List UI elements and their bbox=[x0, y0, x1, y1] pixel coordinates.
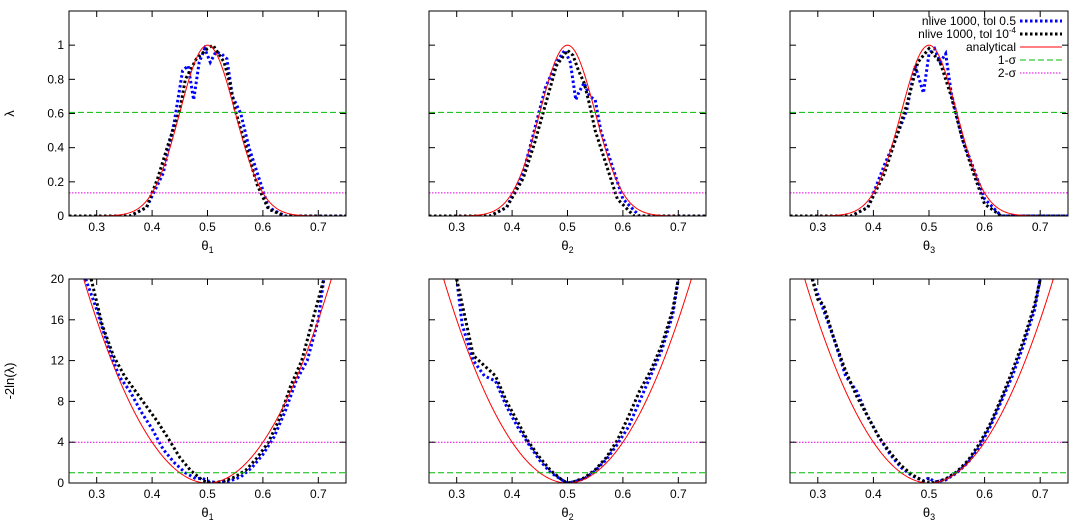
y-axis-label: -2ln(λ) bbox=[2, 363, 17, 400]
series-line-2 bbox=[790, 46, 1068, 216]
x-tick-label: 0.4 bbox=[144, 220, 161, 234]
plot-frame bbox=[428, 10, 707, 217]
legend-label: nlive 1000, tol 10-4 bbox=[918, 26, 1016, 41]
series-line-1 bbox=[810, 279, 1042, 483]
panel-3: 0.3 0.4 0.5 0.6 0.7 θ3 nlive 1000, tol 0.5nliv… bbox=[789, 10, 1069, 255]
x-tick-label: 0.4 bbox=[144, 487, 161, 501]
plot-frame bbox=[789, 10, 1069, 217]
x-tick-label: 0.5 bbox=[559, 487, 576, 501]
x-axis-label: θ3 bbox=[923, 505, 935, 522]
x-tick-label: 0.5 bbox=[921, 487, 938, 501]
series-line-1 bbox=[69, 44, 346, 216]
x-tick-label: 0.5 bbox=[921, 220, 938, 234]
x-tick-label: 0.6 bbox=[255, 487, 272, 501]
x-tick-label: 0.5 bbox=[199, 487, 216, 501]
x-tick-label: 0.7 bbox=[310, 487, 327, 501]
x-axis-label: θ2 bbox=[561, 238, 573, 255]
plot-frame bbox=[428, 278, 707, 484]
x-tick-label: 0.6 bbox=[255, 220, 272, 234]
y-tick-label: 16 bbox=[51, 313, 65, 327]
x-tick-label: 0.5 bbox=[559, 220, 576, 234]
x-tick-label: 0.3 bbox=[448, 487, 465, 501]
x-tick-label: 0.7 bbox=[1032, 220, 1049, 234]
x-tick-label: 0.4 bbox=[504, 220, 521, 234]
series-line-3 bbox=[69, 44, 346, 216]
x-tick-label: 0.3 bbox=[448, 220, 465, 234]
y-tick-label: 0 bbox=[57, 209, 64, 223]
plot-frame bbox=[68, 10, 347, 217]
series-line-2 bbox=[69, 43, 346, 216]
series-line-1 bbox=[84, 279, 326, 483]
legend-label: analytical bbox=[966, 40, 1016, 54]
panel-1: 0 0.2 0.4 0.6 0.8 1 0.3 0.4 0.5 0.6 0.7 θ1 λ bbox=[2, 10, 347, 255]
x-axis-label: θ1 bbox=[201, 505, 213, 522]
x-tick-label: 0.4 bbox=[504, 487, 521, 501]
plot-frame bbox=[68, 278, 347, 484]
x-tick-label: 0.3 bbox=[88, 487, 105, 501]
panel-5: 0.3 0.4 0.5 0.6 0.7 θ2 bbox=[428, 278, 707, 522]
x-tick-label: 0.4 bbox=[865, 220, 882, 234]
x-tick-label: 0.6 bbox=[615, 487, 632, 501]
x-tick-label: 0.4 bbox=[865, 487, 882, 501]
y-tick-label: 12 bbox=[51, 354, 65, 368]
series-line-1 bbox=[455, 279, 680, 483]
series-line-2 bbox=[89, 279, 326, 483]
x-tick-label: 0.7 bbox=[1032, 487, 1049, 501]
y-tick-label: 0.4 bbox=[47, 141, 64, 155]
x-tick-label: 0.7 bbox=[670, 220, 687, 234]
x-tick-label: 0.5 bbox=[199, 220, 216, 234]
y-tick-label: 0 bbox=[57, 476, 64, 490]
x-tick-label: 0.6 bbox=[976, 487, 993, 501]
y-tick-label: 1 bbox=[57, 38, 64, 52]
x-tick-label: 0.6 bbox=[976, 220, 993, 234]
plot-frame bbox=[789, 278, 1069, 484]
x-tick-label: 0.6 bbox=[615, 220, 632, 234]
y-tick-label: 0.2 bbox=[47, 175, 64, 189]
series-line-2 bbox=[455, 279, 680, 483]
series-line-2 bbox=[429, 48, 706, 216]
series-line-2 bbox=[810, 279, 1042, 483]
x-axis-label: θ1 bbox=[201, 238, 213, 255]
x-tick-label: 0.3 bbox=[809, 220, 826, 234]
y-tick-label: 0.8 bbox=[47, 72, 64, 86]
legend-label: 2-σ bbox=[998, 66, 1017, 80]
panel-6: 0.3 0.4 0.5 0.6 0.7 θ3 bbox=[789, 278, 1069, 522]
panel-2: 0.3 0.4 0.5 0.6 0.7 θ2 bbox=[428, 10, 707, 255]
y-tick-label: 0.6 bbox=[47, 107, 64, 121]
y-tick-label: 20 bbox=[51, 272, 65, 286]
series-line-3 bbox=[443, 279, 692, 483]
legend-label: nlive 1000, tol 0.5 bbox=[922, 14, 1016, 28]
x-axis-label: θ3 bbox=[923, 238, 935, 255]
series-line-3 bbox=[804, 279, 1054, 483]
x-tick-label: 0.7 bbox=[670, 487, 687, 501]
y-axis-label: λ bbox=[2, 110, 17, 117]
x-tick-label: 0.7 bbox=[310, 220, 327, 234]
x-axis-label: θ2 bbox=[561, 505, 573, 522]
y-tick-label: 4 bbox=[57, 435, 64, 449]
series-line-3 bbox=[83, 279, 332, 483]
panel-4: 0 4 8 12 16 20 0.3 0.4 0.5 0.6 0.7 θ1 -2ln(λ) bbox=[2, 272, 347, 522]
y-tick-label: 8 bbox=[57, 394, 64, 408]
legend-label: 1-σ bbox=[998, 53, 1017, 67]
series-line-3 bbox=[790, 44, 1068, 216]
x-tick-label: 0.3 bbox=[809, 487, 826, 501]
series-line-1 bbox=[429, 47, 706, 216]
series-line-1 bbox=[790, 46, 1068, 216]
x-tick-label: 0.3 bbox=[88, 220, 105, 234]
series-line-3 bbox=[429, 44, 706, 216]
